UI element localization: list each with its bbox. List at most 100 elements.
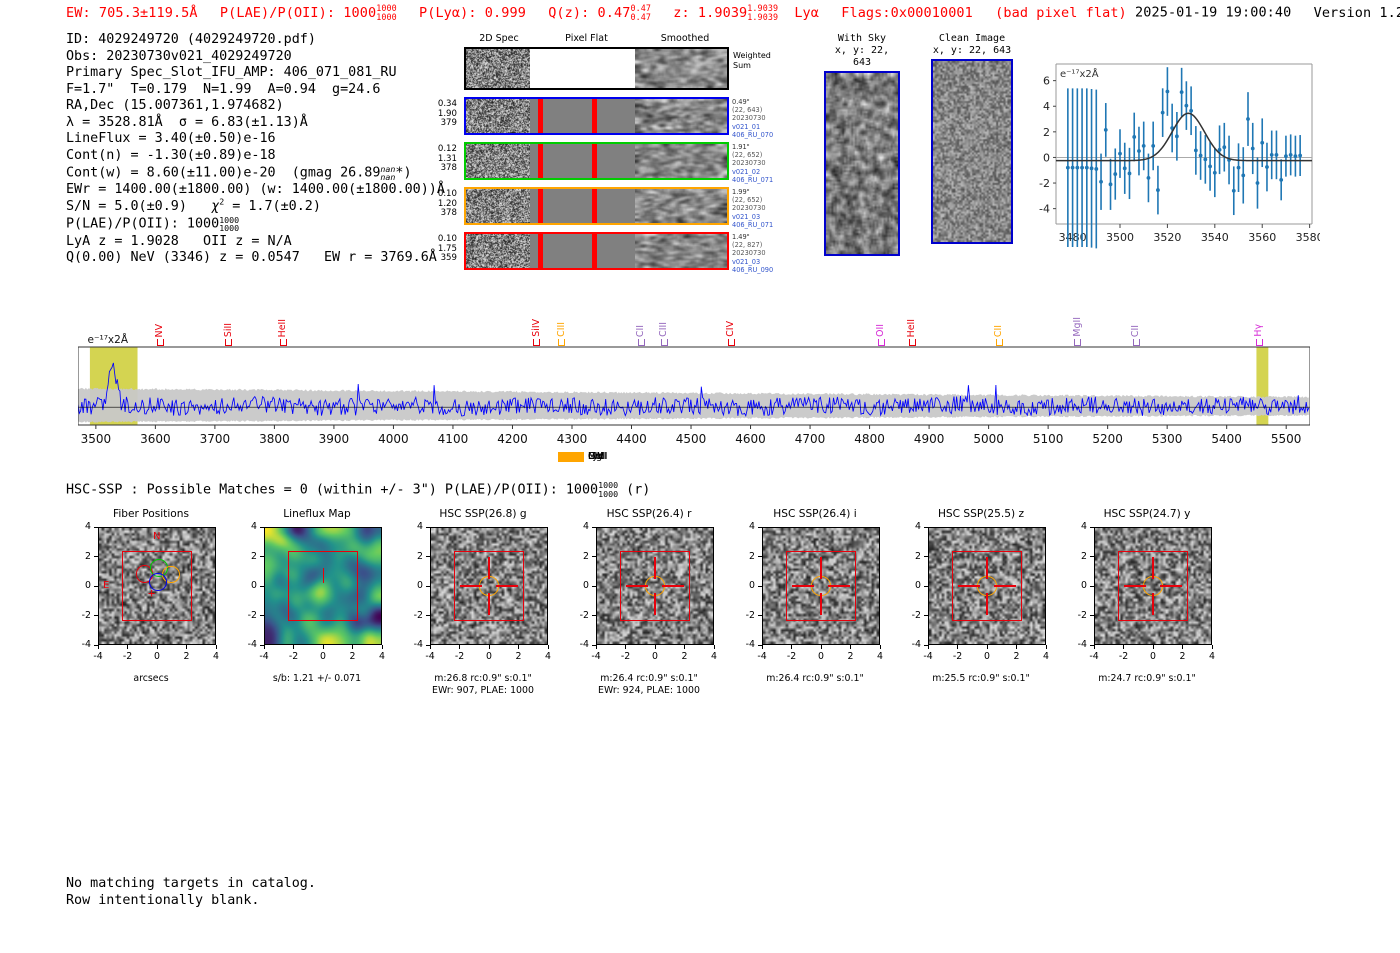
fiber-stat-value: 0.10 xyxy=(437,189,457,199)
x-axis-label: -4 xyxy=(425,651,435,662)
y-axis-label: 2 xyxy=(749,550,755,562)
clean-image-panel: Clean Image x, y: 22, 643 xyxy=(931,33,1013,244)
svg-text:3520: 3520 xyxy=(1153,231,1181,244)
header-flag-note: (bad pixel flat) xyxy=(995,4,1127,21)
fiber-meta: 1.91" (22, 652) 20230730 v021_02 406_RU_071 xyxy=(732,143,773,184)
axis-tick xyxy=(713,645,715,649)
fiber-stats: 0.10 1.20 378 xyxy=(421,189,457,219)
axis-tick xyxy=(924,615,928,616)
cutout-image xyxy=(264,527,382,645)
fiber-row xyxy=(464,142,729,180)
center-crosshair xyxy=(986,556,988,580)
axis-tick xyxy=(1123,645,1124,649)
axis-tick xyxy=(94,644,98,646)
emission-line-label: CII xyxy=(1130,324,1142,337)
axis-tick xyxy=(260,526,264,528)
with-sky-image xyxy=(824,71,900,256)
axis-tick xyxy=(322,645,324,649)
fiber-meta-line: (22, 643) xyxy=(732,106,763,115)
svg-text:3540: 3540 xyxy=(1201,231,1229,244)
center-crosshair xyxy=(661,585,685,587)
fiber-row xyxy=(464,97,729,135)
center-marker: + xyxy=(148,586,156,600)
fiber-stats: 0.10 1.75 359 xyxy=(421,234,457,264)
y-axis-label: 0 xyxy=(583,580,589,591)
fiber-stat-value: 1.90 xyxy=(437,108,457,119)
with-sky-coords: x, y: 22, 643 xyxy=(834,45,890,68)
hsc-summary-line: HSC-SSP : Possible Matches = 0 (within +… xyxy=(66,480,651,499)
y-axis-label: -4 xyxy=(745,639,755,650)
center-crosshair xyxy=(957,585,981,587)
axis-tick xyxy=(595,645,597,649)
y-axis-label: 2 xyxy=(583,550,589,562)
axis-tick xyxy=(426,644,430,646)
emission-line-tick xyxy=(637,339,645,346)
y-axis-label: 0 xyxy=(85,580,91,591)
fiber-meta-line: 1.49" xyxy=(732,233,750,241)
x-axis-label: 2 xyxy=(681,651,688,662)
axis-tick xyxy=(260,585,264,587)
center-crosshair xyxy=(625,585,649,587)
axis-tick xyxy=(761,645,763,649)
header-plae: P(LAE)/P(OII): 1000 1000 1000 xyxy=(219,3,397,22)
axis-tick xyxy=(260,556,264,557)
with-sky-panel: With Sky x, y: 22, 643 xyxy=(824,33,900,256)
clean-image-title: Clean Image xyxy=(938,33,1006,44)
full-spectrum-plot: 0435003600370038003900400041004200430044… xyxy=(64,305,1311,465)
x-axis-label: 2 xyxy=(183,651,190,662)
svg-text:4100: 4100 xyxy=(438,432,469,446)
svg-text:3800: 3800 xyxy=(259,432,290,446)
fiber-meta-line: 20230730 xyxy=(732,204,766,213)
with-sky-title: With Sky xyxy=(837,33,887,44)
axis-tick xyxy=(850,645,851,649)
fiber-stat-value: 0.12 xyxy=(437,144,457,154)
emission-line-label: OII xyxy=(875,324,887,337)
svg-text:3700: 3700 xyxy=(200,432,231,446)
y-axis-label: 0 xyxy=(417,580,423,591)
svg-text:2: 2 xyxy=(1043,126,1050,139)
info-params: F=1.7" T=0.179 N=1.99 A=0.94 g=24.6 xyxy=(66,81,381,97)
axis-tick xyxy=(986,645,988,649)
x-axis-label: 0 xyxy=(984,651,990,662)
axis-tick xyxy=(924,585,928,587)
fiber-meta-line: 406_RU_070 xyxy=(732,130,774,139)
emission-line-label: HeII xyxy=(277,318,289,337)
axis-tick xyxy=(260,615,264,616)
svg-text:4200: 4200 xyxy=(497,432,528,446)
center-crosshair xyxy=(820,556,822,580)
fiber-pixelflat xyxy=(530,144,635,178)
bad-pixel-flat-bar xyxy=(538,189,543,223)
axis-tick xyxy=(156,645,158,649)
x-axis-label: 4 xyxy=(1209,651,1215,662)
cutout-panel: HSC SSP(24.7) y 4 2 0 -2 -4 -4 -2 0 2 4 m:24.7 rc:0… xyxy=(1062,508,1232,685)
axis-tick xyxy=(488,645,490,649)
ifu-footprint-box xyxy=(287,550,359,622)
axis-tick xyxy=(592,556,596,557)
x-axis-label: 4 xyxy=(1043,651,1049,662)
x-axis-label: 4 xyxy=(379,651,385,662)
x-axis-label: 4 xyxy=(877,651,883,662)
clean-image-coords: x, y: 22, 643 xyxy=(932,45,1012,56)
y-axis-label: -2 xyxy=(1077,609,1087,621)
center-crosshair xyxy=(1159,585,1183,587)
axis-tick xyxy=(518,645,519,649)
y-axis-label: 4 xyxy=(915,521,921,532)
bad-pixel-flat-bar xyxy=(592,234,597,268)
emission-line-label: HeII xyxy=(906,318,918,337)
cutout-caption: m:26.8 rc:0.9" s:0.1" xyxy=(434,673,532,684)
header-flags: Flags:0x00010001 xyxy=(841,4,973,21)
center-crosshair xyxy=(993,585,1017,587)
y-axis-label: 4 xyxy=(85,521,91,532)
axis-tick xyxy=(1090,556,1094,557)
center-crosshair xyxy=(791,585,815,587)
cutout-title: HSC SSP(24.7) y xyxy=(1103,508,1191,520)
y-axis-label: 4 xyxy=(251,521,257,532)
clean-image-image xyxy=(931,59,1013,244)
cutout-title: Lineflux Map xyxy=(283,508,351,520)
x-axis-label: 2 xyxy=(847,651,854,662)
axis-tick xyxy=(1090,585,1094,587)
fiber-stat-value: 1.31 xyxy=(437,153,457,164)
cutout-plot-area: 4 2 0 -2 -4 -4 -2 0 2 4 xyxy=(232,521,402,673)
x-axis-label: 0 xyxy=(818,651,824,662)
svg-text:4: 4 xyxy=(1043,100,1050,113)
